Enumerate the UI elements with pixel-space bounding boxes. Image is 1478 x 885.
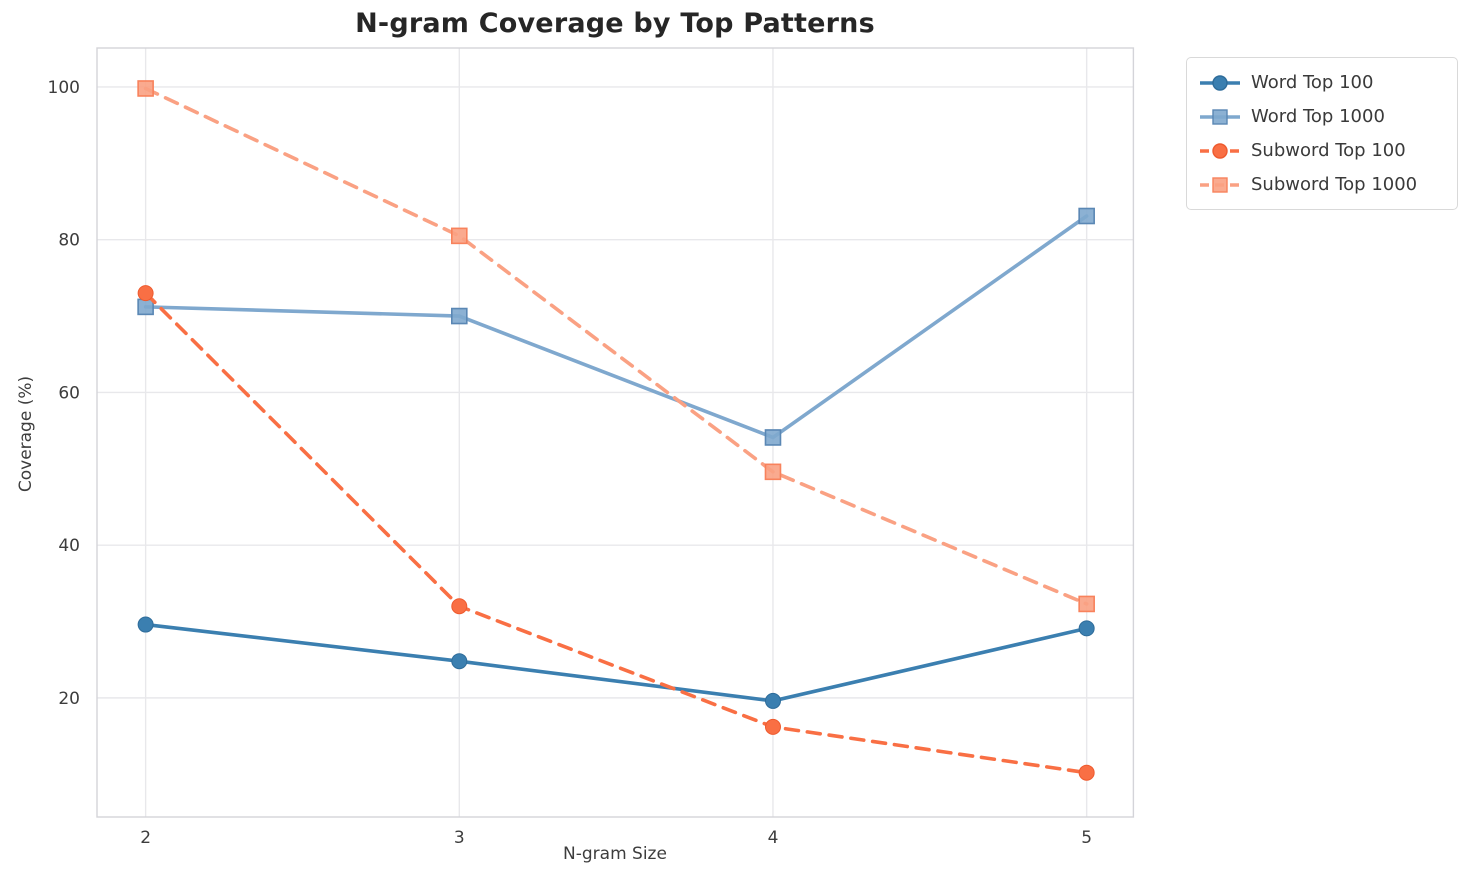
data-point-marker [764,718,781,735]
chart-title: N-gram Coverage by Top Patterns [355,8,875,39]
x-tick-label: 3 [454,828,465,848]
series-line-word-top-1000 [143,214,1089,440]
data-point-marker [137,298,154,316]
plot-border [96,47,1135,818]
y-tick-label: 40 [58,536,80,556]
legend-item: Subword Top 100 [1199,137,1445,164]
data-point-marker [1078,764,1095,781]
legend-item: Word Top 100 [1199,69,1445,96]
legend-label: Word Top 100 [1251,72,1374,93]
x-tick-label: 4 [768,828,779,848]
legend-label: Subword Top 1000 [1251,174,1418,195]
series-line-word-top-100 [143,622,1089,703]
legend: Word Top 100 Word Top 1000 Subword Top 100… [1186,57,1458,210]
legend-swatch-circle-icon [1200,142,1240,159]
series-line-subword-top-100 [143,291,1089,775]
legend-label: Word Top 1000 [1251,106,1385,127]
data-point-marker [764,429,782,446]
y-tick-label: 100 [48,78,80,98]
data-point-marker [1078,595,1095,613]
data-point-marker [137,616,154,633]
data-point-marker [764,692,781,709]
data-point-marker [1078,207,1095,225]
x-tick-label: 5 [1081,828,1092,848]
y-tick-label: 20 [58,689,80,709]
data-point-marker [764,463,782,481]
legend-label: Subword Top 100 [1251,140,1406,161]
x-axis-label: N-gram Size [563,844,667,864]
legend-swatch-circle-icon [1200,74,1240,91]
data-point-marker [1078,620,1095,637]
data-point-marker [137,285,154,302]
data-point-marker [451,307,468,325]
data-point-marker [137,80,154,97]
data-point-marker [451,653,468,670]
y-tick-label: 80 [58,231,80,251]
x-tick-label: 2 [140,828,151,848]
data-point-marker [451,598,468,615]
y-axis-label: Coverage (%) [16,375,36,493]
data-point-marker [451,227,468,245]
legend-item: Subword Top 1000 [1199,171,1445,198]
series-line-subword-top-1000 [143,86,1089,606]
y-tick-label: 60 [58,383,80,403]
legend-item: Word Top 1000 [1199,103,1445,130]
legend-swatch-square-icon [1200,176,1240,193]
legend-swatch-square-icon [1200,108,1240,125]
